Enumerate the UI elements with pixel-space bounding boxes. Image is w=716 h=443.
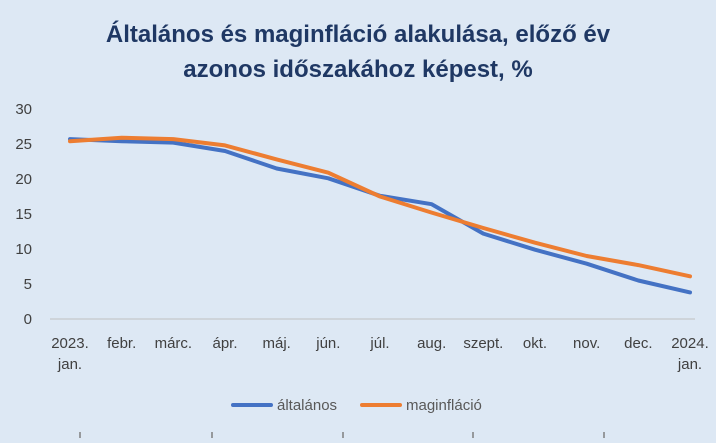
legend-label-maginflacio: maginfláció	[406, 397, 482, 414]
x-tick-label: jún.	[315, 335, 340, 352]
series-line-altalanos	[68, 137, 692, 295]
x-tick-label: ápr.	[212, 335, 237, 352]
x-tick-label: szept.	[463, 335, 503, 352]
y-tick-label: 15	[15, 206, 32, 223]
y-tick-label: 30	[15, 101, 32, 118]
x-tick-label: okt.	[523, 335, 547, 352]
chart-title-line-1: Általános és maginfláció alakulása, előz…	[106, 20, 611, 48]
x-axis-ticks: 2023. jan. febr. márc. ápr. máj. jún. júl. aug. s…	[51, 335, 709, 373]
x-tick-label: aug.	[417, 335, 446, 352]
y-tick-label: 20	[15, 171, 32, 188]
y-tick-label: 25	[15, 136, 32, 153]
x-tick-label: dec.	[624, 335, 652, 352]
x-tick-label: 2024. jan.	[671, 335, 709, 373]
x-tick-label: júl.	[369, 335, 389, 352]
bottom-panel-ticks	[79, 432, 605, 438]
legend: általános maginfláció	[231, 397, 482, 414]
x-tick-label: márc.	[155, 335, 193, 352]
x-tick-label: máj.	[262, 335, 290, 352]
x-tick-label: 2023. jan.	[51, 335, 89, 373]
legend-label-altalanos: általános	[277, 397, 337, 414]
x-tick-label: nov.	[573, 335, 600, 352]
x-tick-label: febr.	[107, 335, 136, 352]
chart-title-line-2: azonos időszakához képest, %	[183, 56, 532, 83]
y-tick-label: 5	[24, 276, 32, 293]
y-tick-label: 10	[15, 241, 32, 258]
y-axis-ticks: 0 5 10 15 20 25 30	[15, 101, 32, 328]
series-line-maginflacio	[68, 135, 692, 279]
y-tick-label: 0	[24, 311, 32, 328]
series-lines	[68, 135, 692, 295]
